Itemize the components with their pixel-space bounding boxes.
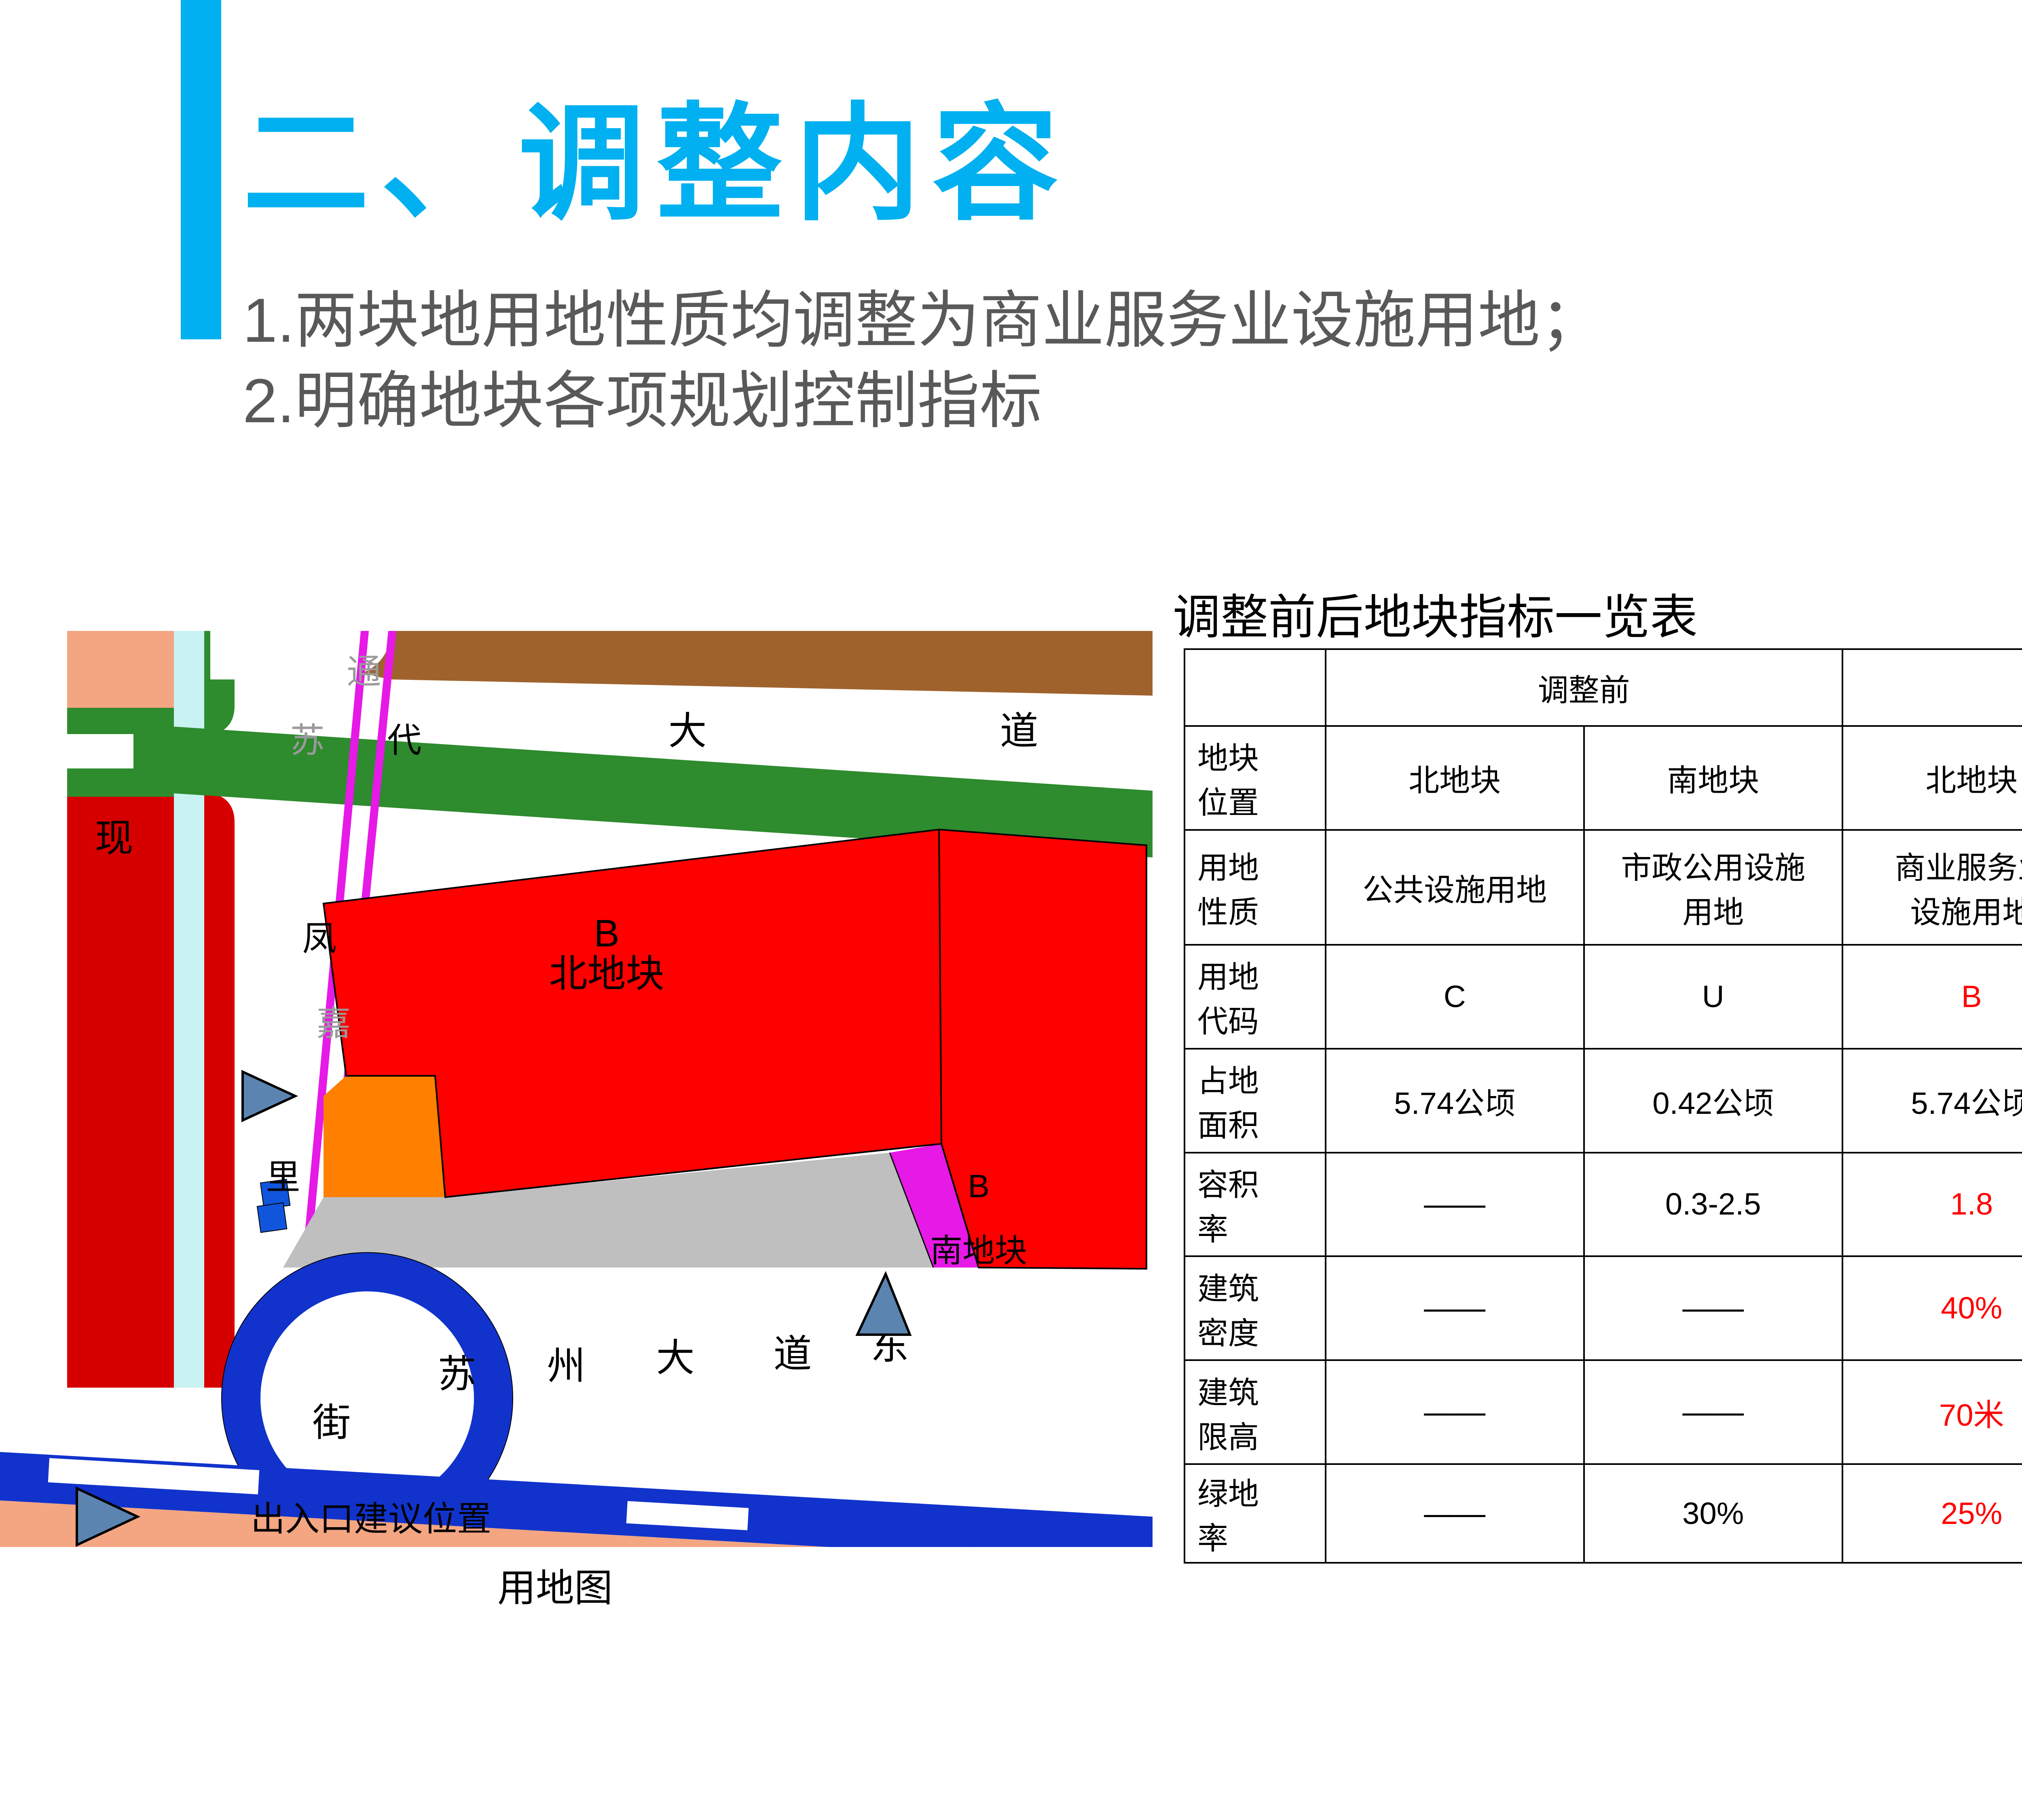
svg-text:大: 大 [656, 1337, 694, 1380]
svg-text:道: 道 [773, 1333, 812, 1376]
svg-text:代: 代 [387, 722, 421, 760]
svg-text:B: B [594, 912, 619, 955]
svg-text:道: 道 [1000, 710, 1038, 753]
svg-text:苏: 苏 [290, 722, 324, 760]
svg-text:北地块: 北地块 [549, 952, 664, 995]
svg-text:凤: 凤 [302, 920, 336, 958]
svg-text:大: 大 [668, 710, 706, 753]
svg-text:通: 通 [347, 653, 381, 691]
svg-text:苏: 苏 [438, 1353, 476, 1396]
svg-text:出入口建议位置: 出入口建议位置 [251, 1500, 491, 1539]
svg-text:南地块: 南地块 [930, 1233, 1027, 1269]
svg-text:现: 现 [95, 817, 133, 860]
svg-text:嘉: 嘉 [316, 1005, 351, 1043]
svg-text:B: B [968, 1168, 989, 1204]
svg-text:街: 街 [312, 1401, 351, 1444]
svg-text:州: 州 [547, 1345, 585, 1388]
svg-text:里: 里 [266, 1158, 300, 1197]
